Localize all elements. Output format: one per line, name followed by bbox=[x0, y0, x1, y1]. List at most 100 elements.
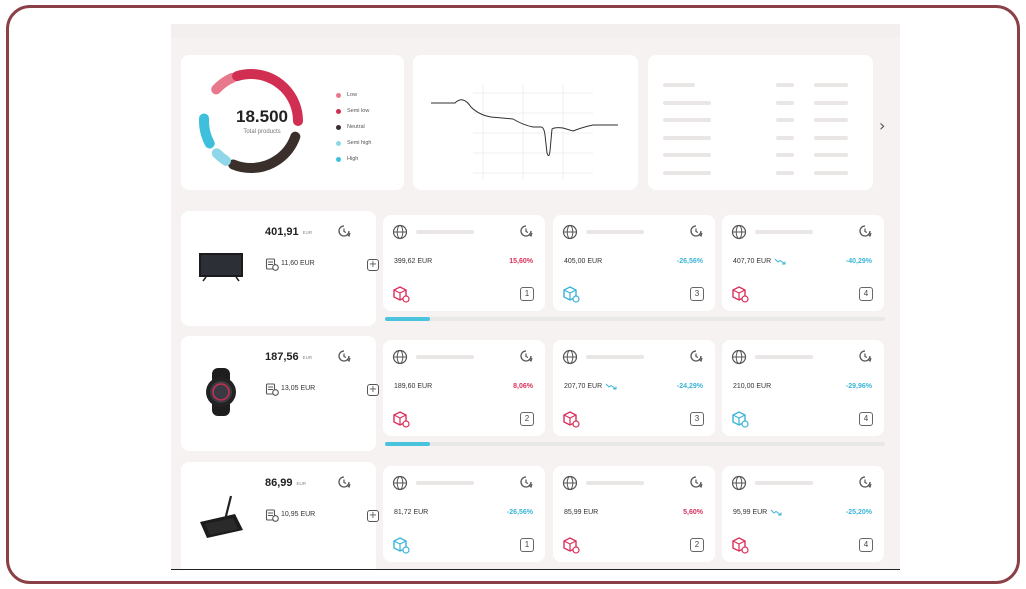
add-button[interactable]: + bbox=[367, 510, 379, 522]
trend-down-icon bbox=[770, 509, 782, 516]
product-price: 86,99 EUR bbox=[265, 477, 306, 489]
package-blue-icon[interactable] bbox=[392, 536, 410, 554]
skeleton-line bbox=[814, 171, 848, 175]
row-progress-fill bbox=[385, 442, 430, 446]
legend-dot bbox=[336, 124, 341, 130]
globe-icon bbox=[392, 475, 408, 491]
offer-percentage: -26,56% bbox=[676, 258, 703, 265]
legend-dot bbox=[336, 92, 341, 98]
offer-percentage: -29,96% bbox=[845, 383, 872, 390]
legend-item-low: Low bbox=[336, 87, 371, 103]
seller-name-placeholder bbox=[755, 355, 813, 359]
offer-card[interactable]: 207,70 EUR -24,29% 3 bbox=[553, 340, 715, 436]
offer-price-value: 405,00 EUR bbox=[564, 258, 603, 265]
product-price-value: 401,91 bbox=[265, 226, 299, 238]
offer-percentage: -40,29% bbox=[845, 258, 872, 265]
offer-history-icon[interactable] bbox=[688, 348, 704, 364]
offer-history-icon[interactable] bbox=[518, 474, 534, 490]
offer-price-value: 407,70 EUR bbox=[733, 258, 772, 265]
offer-percentage: 8,06% bbox=[513, 383, 533, 390]
chart-gridlines bbox=[473, 85, 593, 180]
product-image bbox=[197, 366, 245, 418]
shipping-cost: 11,60 EUR bbox=[281, 260, 315, 267]
offer-history-icon[interactable] bbox=[688, 474, 704, 490]
package-red-icon[interactable] bbox=[731, 285, 749, 303]
offer-percentage: -24,29% bbox=[676, 383, 703, 390]
package-blue-icon[interactable] bbox=[562, 285, 580, 303]
chevron-right-icon[interactable]: › bbox=[879, 116, 886, 135]
seller-name-placeholder bbox=[416, 481, 474, 485]
offer-history-icon[interactable] bbox=[688, 223, 704, 239]
skeleton-line bbox=[814, 101, 848, 105]
price-history-icon[interactable] bbox=[336, 348, 352, 364]
offer-history-icon[interactable] bbox=[857, 474, 873, 490]
shipping-cost-icon bbox=[265, 258, 279, 271]
offer-card[interactable]: 189,60 EUR 8,06% 2 bbox=[383, 340, 545, 436]
summary-table-card[interactable] bbox=[648, 55, 873, 190]
package-red-icon[interactable] bbox=[562, 536, 580, 554]
skeleton-line bbox=[663, 83, 695, 87]
total-products-value: 18.500 bbox=[236, 107, 288, 126]
offer-card[interactable]: 95,99 EUR -25,20% 4 bbox=[722, 466, 884, 562]
package-blue-icon[interactable] bbox=[731, 410, 749, 428]
add-button[interactable]: + bbox=[367, 259, 379, 271]
offer-card[interactable]: 85,99 EUR 5,60% 2 bbox=[553, 466, 715, 562]
product-card[interactable]: 187,56 EUR 13,05 EUR + bbox=[181, 336, 379, 451]
offer-card[interactable]: 210,00 EUR -29,96% 4 bbox=[722, 340, 884, 436]
globe-icon bbox=[731, 349, 747, 365]
globe-icon bbox=[731, 224, 747, 240]
product-image bbox=[197, 241, 245, 293]
offer-price: 207,70 EUR bbox=[564, 383, 617, 390]
row-progress-bar[interactable] bbox=[385, 317, 885, 321]
price-history-icon[interactable] bbox=[336, 474, 352, 490]
offer-history-icon[interactable] bbox=[518, 348, 534, 364]
price-history-icon[interactable] bbox=[336, 223, 352, 239]
offer-price-value: 210,00 EUR bbox=[733, 383, 772, 390]
offer-rank-badge: 3 bbox=[690, 287, 704, 301]
seller-name-placeholder bbox=[586, 481, 644, 485]
product-card[interactable]: 401,91 EUR 11,60 EUR + bbox=[181, 211, 379, 326]
offer-price: 405,00 EUR bbox=[564, 258, 602, 265]
offer-price: 81,72 EUR bbox=[394, 509, 428, 516]
offer-price: 210,00 EUR bbox=[733, 383, 771, 390]
offer-price-value: 95,99 EUR bbox=[733, 509, 768, 516]
offer-rank-badge: 4 bbox=[859, 412, 873, 426]
skeleton-line bbox=[776, 136, 794, 140]
summary-donut-card[interactable]: 18.500 Total products Low Semi low Neutr… bbox=[181, 55, 404, 190]
legend-label: High bbox=[347, 156, 359, 162]
skeleton-line bbox=[814, 153, 848, 157]
offer-card[interactable]: 405,00 EUR -26,56% 3 bbox=[553, 215, 715, 311]
offer-rank-badge: 3 bbox=[690, 412, 704, 426]
skeleton-line bbox=[814, 83, 848, 87]
trend-down-icon bbox=[605, 383, 617, 390]
offer-card[interactable]: 399,62 EUR 15,60% 1 bbox=[383, 215, 545, 311]
top-bar bbox=[171, 24, 900, 38]
offer-history-icon[interactable] bbox=[518, 223, 534, 239]
offer-card[interactable]: 407,70 EUR -40,29% 4 bbox=[722, 215, 884, 311]
product-card[interactable]: 86,99 EUR 10,95 EUR + bbox=[181, 462, 379, 569]
package-red-icon[interactable] bbox=[731, 536, 749, 554]
offer-history-icon[interactable] bbox=[857, 223, 873, 239]
package-red-icon[interactable] bbox=[562, 410, 580, 428]
dashboard: 18.500 Total products Low Semi low Neutr… bbox=[171, 24, 900, 570]
donut-segment-neutral bbox=[199, 69, 303, 173]
offer-card[interactable]: 81,72 EUR -26,56% 1 bbox=[383, 466, 545, 562]
offer-rank-badge: 2 bbox=[520, 412, 534, 426]
donut-legend: Low Semi low Neutral Semi high High bbox=[336, 87, 371, 167]
price-trend-card[interactable] bbox=[413, 55, 638, 190]
offer-price: 85,99 EUR bbox=[564, 509, 598, 516]
trend-down-icon bbox=[774, 258, 786, 265]
package-red-icon[interactable] bbox=[392, 285, 410, 303]
offer-rank-badge: 1 bbox=[520, 287, 534, 301]
package-red-icon[interactable] bbox=[392, 410, 410, 428]
offer-price: 189,60 EUR bbox=[394, 383, 432, 390]
product-price: 187,56 EUR bbox=[265, 351, 312, 363]
offer-rank-badge: 4 bbox=[859, 287, 873, 301]
legend-item-neutral: Neutral bbox=[336, 119, 371, 135]
shipping-cost-icon bbox=[265, 383, 279, 396]
offer-history-icon[interactable] bbox=[857, 348, 873, 364]
legend-dot bbox=[336, 108, 341, 114]
add-button[interactable]: + bbox=[367, 384, 379, 396]
row-progress-bar[interactable] bbox=[385, 442, 885, 446]
skeleton-line bbox=[776, 153, 794, 157]
